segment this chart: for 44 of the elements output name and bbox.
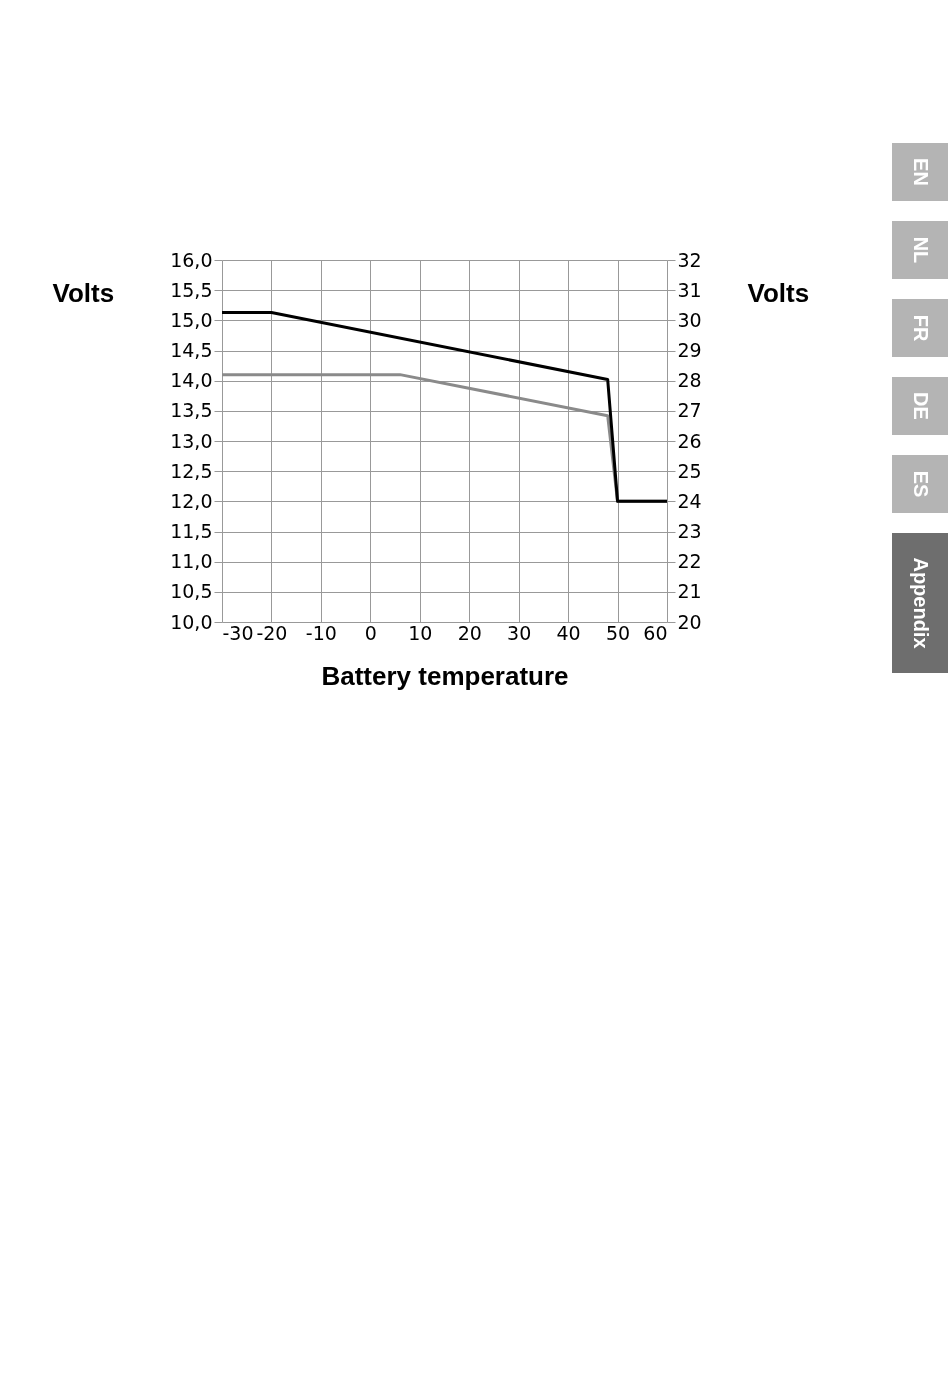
y2-tick-label: 30 [677,308,702,331]
y-tick-label: 13,5 [170,399,213,422]
y2-tick-label: 31 [677,278,702,301]
y-tick-label: 14,5 [170,339,213,361]
y-tick-label: 15,0 [170,308,213,331]
y2-tick-label: 25 [677,459,702,482]
x-tick-label: 40 [556,621,581,644]
y-tick-label: 13,0 [170,429,213,452]
text: FR [910,314,932,342]
y2-tick-label: 26 [677,429,702,452]
y-tick-label: 12,5 [170,459,213,482]
y2-tick-label: 22 [677,550,702,573]
y-tick-label: 15,5 [170,278,213,301]
x-tick-label: 20 [457,621,482,644]
y2-tick-label: 27 [677,399,702,422]
y2-tick-label: 32 [677,248,702,271]
y2-tick-label: 21 [677,580,702,603]
y2-tick-label: 29 [677,339,702,361]
x-axis-title: Battery temperature [321,660,569,691]
y2-tick-label: 28 [677,369,702,392]
text: NL [910,236,932,264]
x-tick-label: -10 [305,621,337,644]
text: Appendix [910,557,932,649]
y-tick-label: 10,0 [170,610,213,633]
text: DE [910,392,932,420]
y-tick-label: 11,5 [170,520,213,542]
text: ES [910,470,932,498]
y-tick-label: 11,0 [170,550,213,573]
x-tick-label: -20 [256,621,288,644]
y-tick-label: 16,0 [170,248,213,271]
y-tick-label: 12,0 [170,489,213,512]
y2-tick-label: 24 [677,489,702,512]
y2-axis-title: Volts [747,277,810,308]
x-tick-label: 0 [364,621,377,644]
y-tick-label: 10,5 [170,580,213,603]
x-tick-label: 60 [643,621,668,644]
x-tick-label: 50 [605,621,631,644]
y-tick-label: 14,0 [170,369,213,392]
x-tick-label: 10 [408,621,433,644]
x-tick-label: -30 [222,621,254,644]
y-axis-title: Volts [52,277,115,308]
x-tick-label: 30 [507,621,532,644]
y2-tick-label: 23 [677,520,702,542]
text: EN [910,158,932,186]
